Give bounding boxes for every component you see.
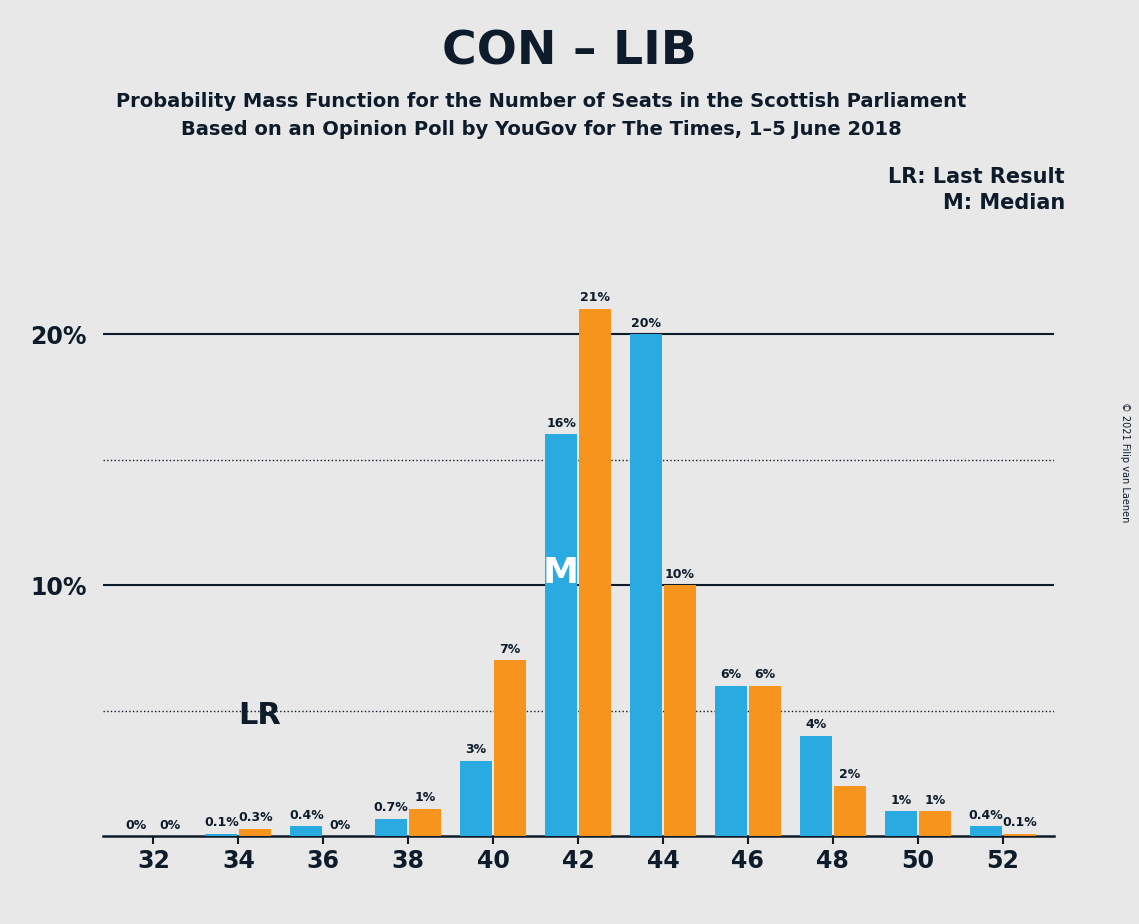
Text: CON – LIB: CON – LIB	[442, 30, 697, 74]
Text: 21%: 21%	[580, 291, 611, 304]
Text: 6%: 6%	[720, 668, 741, 681]
Text: 1%: 1%	[924, 794, 945, 807]
Bar	[885, 811, 917, 836]
Bar	[546, 434, 577, 836]
Bar	[579, 309, 611, 836]
Bar	[664, 585, 696, 836]
Text: LR: Last Result: LR: Last Result	[888, 167, 1065, 188]
Text: LR: LR	[238, 701, 281, 730]
Bar	[460, 760, 492, 836]
Bar	[1003, 833, 1035, 836]
Text: 0.4%: 0.4%	[968, 808, 1003, 821]
Text: 4%: 4%	[805, 718, 827, 731]
Text: 16%: 16%	[546, 417, 576, 430]
Bar	[494, 661, 526, 836]
Text: Probability Mass Function for the Number of Seats in the Scottish Parliament: Probability Mass Function for the Number…	[116, 92, 966, 111]
Bar	[715, 686, 747, 836]
Bar	[205, 833, 237, 836]
Bar	[409, 808, 441, 836]
Bar	[800, 736, 831, 836]
Bar	[749, 686, 780, 836]
Bar	[630, 334, 662, 836]
Text: Based on an Opinion Poll by YouGov for The Times, 1–5 June 2018: Based on an Opinion Poll by YouGov for T…	[181, 120, 901, 139]
Bar	[919, 811, 951, 836]
Text: 6%: 6%	[754, 668, 776, 681]
Text: 7%: 7%	[500, 643, 521, 656]
Bar	[239, 829, 271, 836]
Text: 0.4%: 0.4%	[289, 808, 323, 821]
Text: 3%: 3%	[466, 744, 486, 757]
Text: 0%: 0%	[329, 819, 351, 832]
Text: 1%: 1%	[890, 794, 911, 807]
Text: © 2021 Filip van Laenen: © 2021 Filip van Laenen	[1121, 402, 1130, 522]
Text: 0.1%: 0.1%	[204, 816, 239, 829]
Text: M: Median: M: Median	[943, 193, 1065, 213]
Text: 0.7%: 0.7%	[374, 801, 409, 814]
Bar	[969, 826, 1001, 836]
Text: M: M	[543, 555, 579, 590]
Bar	[376, 819, 407, 836]
Text: 2%: 2%	[839, 769, 860, 782]
Text: 0.1%: 0.1%	[1002, 816, 1036, 829]
Text: 0.3%: 0.3%	[238, 811, 272, 824]
Text: 20%: 20%	[631, 317, 661, 330]
Bar	[834, 786, 866, 836]
Text: 0%: 0%	[159, 819, 181, 832]
Text: 10%: 10%	[665, 567, 695, 580]
Text: 1%: 1%	[415, 791, 436, 804]
Text: 0%: 0%	[125, 819, 147, 832]
Bar	[290, 826, 322, 836]
